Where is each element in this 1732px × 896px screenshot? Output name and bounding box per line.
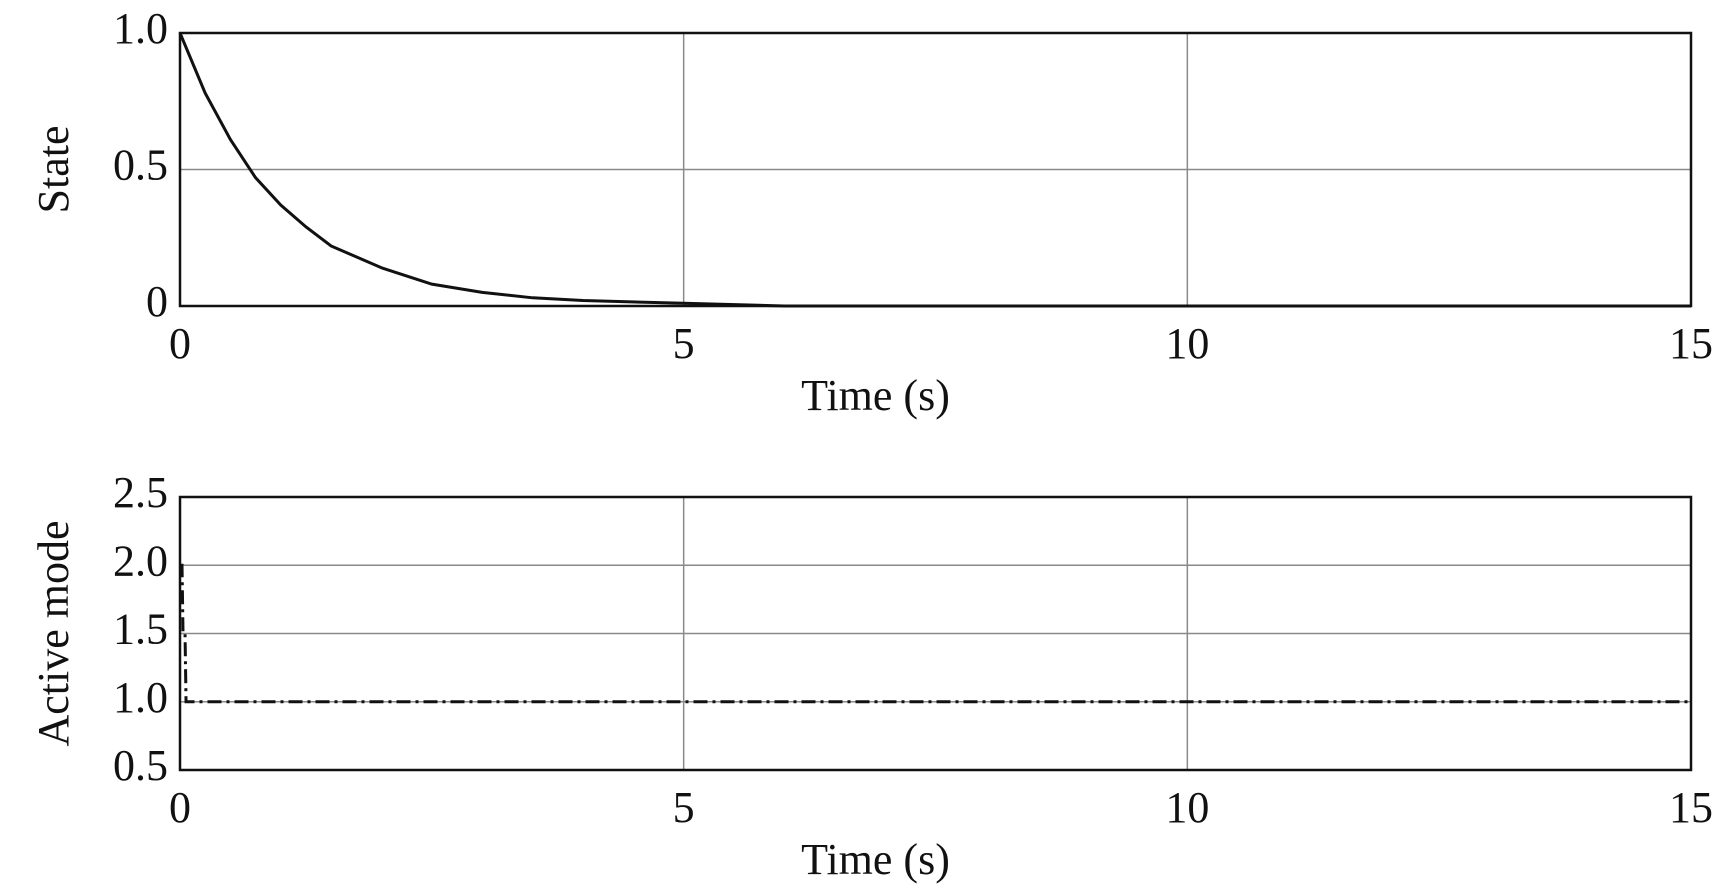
y-tick-label: 2.0 xyxy=(113,536,168,585)
y-tick-label: 0.5 xyxy=(113,141,168,190)
y-tick-label: 1.0 xyxy=(113,673,168,722)
x-axis-label: Time (s) xyxy=(801,371,950,420)
x-tick-label: 5 xyxy=(673,783,695,832)
x-tick-label: 5 xyxy=(673,319,695,368)
x-tick-label: 15 xyxy=(1669,319,1713,368)
y-tick-label: 1.5 xyxy=(113,605,168,654)
plot-frame xyxy=(178,31,1693,308)
x-tick-label: 0 xyxy=(169,319,191,368)
y-tick-label: 0.5 xyxy=(113,741,168,790)
plot-frame xyxy=(178,495,1693,772)
y-tick-label: 0 xyxy=(146,277,168,326)
y-tick-label: 1.0 xyxy=(113,4,168,53)
x-tick-label: 10 xyxy=(1165,783,1209,832)
x-axis-label: Time (s) xyxy=(801,835,950,884)
x-tick-label: 15 xyxy=(1669,783,1713,832)
data-line xyxy=(180,563,1691,704)
y-tick-label: 2.5 xyxy=(113,468,168,517)
y-axis-label: State xyxy=(29,126,78,214)
x-tick-label: 0 xyxy=(169,783,191,832)
y-axis-label: Active mode xyxy=(29,520,78,746)
x-tick-label: 10 xyxy=(1165,319,1209,368)
